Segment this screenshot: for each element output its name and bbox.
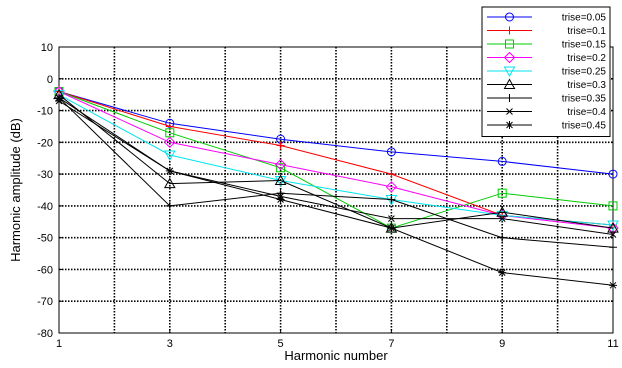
data-point (165, 166, 174, 175)
x-axis-label: Harmonic number (284, 348, 388, 363)
y-tick-label: -80 (37, 328, 53, 340)
legend-item: trise=0.4 (487, 107, 606, 118)
data-point (607, 222, 619, 234)
data-point (607, 220, 619, 231)
grid-lines (59, 47, 613, 333)
x-tick-label: 5 (278, 338, 284, 350)
legend: trise=0.05 trise=0.1 trise=0.15 trise=0.2 tr… (481, 6, 611, 137)
y-tick-label: 0 (47, 74, 53, 86)
series-trise=0.3 (53, 88, 619, 233)
x-tick-label: 11 (607, 338, 618, 350)
data-point (506, 108, 513, 115)
data-point (505, 94, 514, 102)
legend-item: trise=0.1 (487, 26, 606, 37)
data-point (387, 224, 396, 233)
data-point (609, 281, 617, 290)
data-point (496, 206, 509, 217)
x-tick-label: 9 (499, 338, 505, 350)
data-point (165, 201, 174, 210)
legend-item: trise=0.3 (487, 78, 606, 91)
plot-area (58, 46, 614, 334)
y-tick-label: -30 (37, 169, 53, 181)
data-point (608, 169, 618, 179)
legend-label: trise=0.1 (567, 26, 606, 37)
x-tick-label: 7 (388, 338, 394, 350)
series-trise=0.45 (55, 97, 617, 290)
y-axis-label: Harmonic amplitude (dB) (8, 118, 23, 262)
legend-label: trise=0.15 (562, 40, 607, 51)
data-point (498, 215, 506, 222)
legend-label: trise=0.05 (562, 13, 607, 24)
data-point (505, 26, 514, 35)
legend-label: trise=0.45 (562, 121, 607, 132)
data-point (503, 78, 516, 89)
data-point (276, 195, 285, 204)
legend-item: trise=0.35 (487, 94, 606, 105)
series-line (58, 94, 614, 229)
data-point (276, 141, 285, 150)
series-line (58, 100, 614, 286)
data-point (276, 163, 286, 173)
series-line (58, 91, 614, 229)
data-point (274, 174, 287, 185)
data-point (607, 222, 619, 233)
data-point (386, 147, 396, 157)
legend-label: trise=0.2 (567, 53, 606, 64)
x-tick-label: 3 (167, 338, 173, 350)
y-tick-label: -60 (37, 264, 53, 276)
series-line (58, 94, 614, 226)
series-line (58, 97, 614, 248)
data-point (164, 136, 176, 149)
data-point (503, 66, 516, 78)
data-point (505, 39, 514, 49)
legend-box (481, 6, 611, 137)
data-point (55, 97, 63, 106)
y-tick-label: -70 (37, 296, 53, 308)
legend-item: trise=0.15 (487, 39, 607, 51)
data-point (163, 177, 176, 189)
data-point (505, 12, 514, 22)
legend-label: trise=0.3 (567, 80, 606, 91)
series-group (53, 85, 619, 290)
data-point (503, 51, 516, 64)
series-line (58, 91, 614, 229)
data-point (608, 201, 618, 211)
data-point (497, 188, 507, 198)
y-tick-label: -20 (37, 137, 53, 149)
y-tick-label: -10 (37, 106, 53, 118)
legend-item: trise=0.45 (487, 121, 606, 132)
axis-ticks: 1 3 5 7 9 11 10 0 -10 -20 -30 -40 -50 -60 -70 -80 (37, 42, 619, 350)
legend-item: trise=0.2 (487, 51, 606, 64)
legend-label: trise=0.35 (562, 94, 607, 105)
data-point (497, 156, 507, 166)
y-tick-label: -50 (37, 233, 53, 245)
y-tick-label: -40 (37, 201, 53, 213)
data-point (505, 121, 514, 129)
data-point (609, 231, 617, 238)
data-point (498, 268, 507, 277)
data-point (274, 158, 287, 171)
data-point (387, 195, 396, 204)
series-line (58, 91, 614, 175)
data-point (609, 243, 617, 252)
y-tick-label: 10 (41, 42, 53, 54)
x-tick-label: 1 (56, 338, 62, 350)
legend-item: trise=0.25 (487, 66, 607, 78)
legend-label: trise=0.25 (562, 67, 607, 78)
data-point (387, 170, 396, 179)
data-point (388, 215, 395, 222)
legend-label: trise=0.4 (567, 107, 606, 118)
data-point (385, 181, 398, 193)
data-point (163, 150, 176, 162)
legend-item: trise=0.05 (487, 12, 607, 24)
data-point (498, 233, 507, 242)
